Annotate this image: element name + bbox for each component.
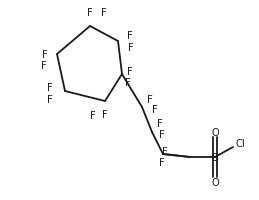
Text: F: F: [41, 61, 47, 71]
Text: F: F: [90, 110, 96, 120]
Text: Cl: Cl: [235, 138, 245, 148]
Text: F: F: [159, 129, 165, 139]
Text: F: F: [42, 50, 48, 60]
Text: F: F: [102, 109, 108, 119]
Text: F: F: [127, 31, 133, 41]
Text: F: F: [125, 78, 131, 88]
Text: F: F: [128, 43, 134, 53]
Text: F: F: [152, 104, 158, 114]
Text: F: F: [47, 95, 53, 104]
Text: F: F: [162, 146, 168, 156]
Text: O: O: [211, 127, 219, 137]
Text: F: F: [47, 83, 53, 93]
Text: F: F: [147, 95, 153, 104]
Text: F: F: [159, 157, 165, 167]
Text: O: O: [211, 177, 219, 187]
Text: F: F: [157, 118, 163, 128]
Text: F: F: [87, 8, 93, 18]
Text: F: F: [127, 67, 133, 77]
Text: F: F: [101, 8, 107, 18]
Text: S: S: [212, 152, 218, 162]
